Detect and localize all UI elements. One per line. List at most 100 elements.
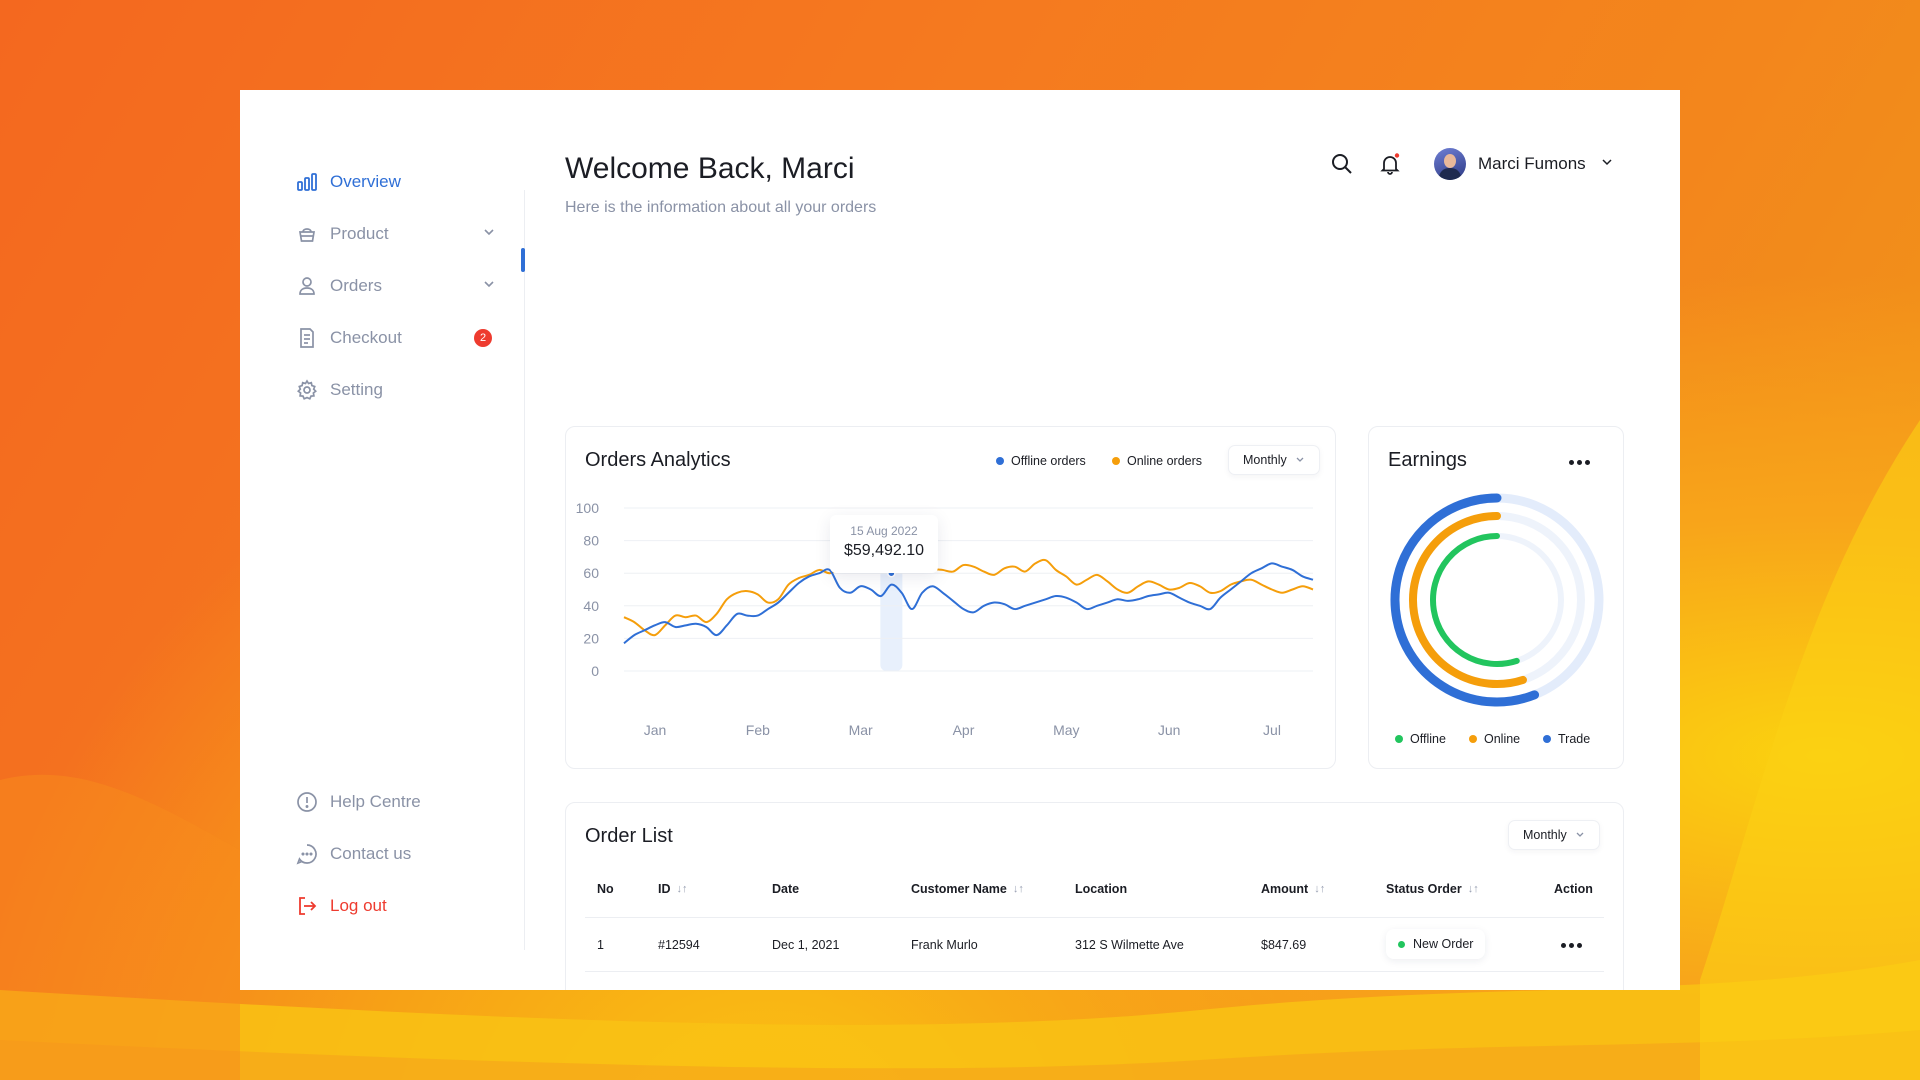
sidebar-item-setting[interactable]: Setting [296, 374, 496, 406]
sort-icon: ↓↑ [1314, 883, 1326, 895]
chevron-down-icon[interactable] [482, 276, 496, 296]
orders-analytics-panel: Orders Analytics Offline orders Online o… [565, 426, 1336, 769]
ring-arc-trade [1390, 493, 1540, 707]
y-tick-label: 20 [583, 630, 599, 646]
column-header-action: Action [1554, 882, 1593, 896]
bar-chart-icon [296, 171, 318, 193]
dropdown-label: Monthly [1523, 828, 1567, 842]
row-divider [585, 971, 1604, 972]
avatar [1434, 148, 1466, 180]
sidebar-item-orders[interactable]: Orders [296, 270, 496, 302]
row-action-icon[interactable] [1561, 943, 1582, 948]
page-subtitle: Here is the information about all your o… [565, 199, 877, 216]
legend-label: Trade [1558, 732, 1591, 746]
user-menu[interactable]: Marci Fumons [1434, 148, 1614, 180]
cell-amount: $847.69 [1261, 938, 1307, 952]
series-line-offline [623, 562, 1314, 645]
highlight-band [880, 568, 903, 671]
orders-line-chart: 0 20 40 60 80 100 Jan Feb Mar Apr May Jun Jul [576, 500, 1314, 738]
x-tick-label: Apr [953, 722, 975, 738]
gear-icon [296, 379, 318, 401]
sidebar-item-label: Log out [330, 896, 387, 915]
period-dropdown[interactable]: Monthly [1228, 445, 1320, 475]
x-tick-label: Jun [1158, 722, 1181, 738]
analytics-title: Orders Analytics [585, 449, 731, 471]
chart-tooltip: 15 Aug 2022 $59,492.10 [830, 515, 938, 573]
legend-dot [996, 457, 1004, 465]
sidebar-item-product[interactable]: Product [296, 218, 496, 250]
x-tick-label: Jan [644, 722, 667, 738]
user-name: Marci Fumons [1478, 154, 1586, 173]
column-header-status[interactable]: Status Order ↓↑ [1386, 882, 1479, 896]
status-badge: New Order [1386, 929, 1486, 959]
more-icon[interactable] [1569, 460, 1590, 465]
legend-online: Online orders [1112, 454, 1202, 468]
legend-dot [1395, 735, 1403, 743]
user-icon [296, 275, 318, 297]
sidebar-item-help-centre[interactable]: Help Centre [296, 786, 496, 818]
cell-id: #12594 [658, 938, 700, 952]
column-header-amount[interactable]: Amount ↓↑ [1261, 882, 1326, 896]
legend-dot [1543, 735, 1551, 743]
earnings-ring-chart [1390, 493, 1604, 707]
info-icon [296, 791, 318, 813]
cell-no: 1 [597, 938, 604, 952]
ring-arc-offline [1430, 533, 1520, 667]
sidebar-item-label: Overview [330, 172, 401, 191]
logout-icon [296, 895, 318, 917]
sidebar-item-label: Setting [330, 380, 383, 399]
column-header-date: Date [772, 882, 800, 896]
ring-arc-online [1409, 512, 1527, 688]
legend-offline: Offline orders [996, 454, 1086, 468]
sidebar-item-checkout[interactable]: Checkout 2 [296, 322, 496, 354]
legend-online: Online [1469, 732, 1520, 746]
chat-icon [296, 843, 318, 865]
earnings-panel: Earnings Offline Online Trade [1368, 426, 1624, 769]
x-tick-label: Mar [849, 722, 873, 738]
earnings-title: Earnings [1388, 449, 1467, 471]
bell-icon[interactable] [1378, 152, 1402, 176]
legend-dot [1112, 457, 1120, 465]
sort-icon: ↓↑ [676, 883, 688, 895]
sidebar-item-label: Contact us [330, 844, 412, 863]
series-line-online [623, 552, 1314, 637]
order-list-panel: Order List Monthly No ID ↓↑ Date Customer… [565, 802, 1624, 990]
legend-label: Online [1484, 732, 1521, 746]
dashboard-card: Overview Product Orders [240, 90, 1680, 990]
chevron-down-icon[interactable] [1600, 155, 1614, 174]
sort-icon: ↓↑ [1012, 883, 1024, 895]
active-indicator [521, 248, 525, 272]
row-divider [585, 917, 1604, 918]
cell-customer: Frank Murlo [911, 938, 978, 952]
tooltip-date: 15 Aug 2022 [850, 524, 918, 538]
chevron-down-icon[interactable] [482, 224, 496, 244]
x-tick-label: Jul [1263, 722, 1281, 738]
sort-icon: ↓↑ [1467, 883, 1479, 895]
basket-icon [296, 223, 318, 245]
column-header-no: No [597, 882, 614, 896]
sidebar-item-overview[interactable]: Overview [296, 166, 496, 198]
column-header-customer[interactable]: Customer Name ↓↑ [911, 882, 1024, 896]
sidebar-divider [524, 190, 525, 950]
status-dot [1398, 940, 1405, 948]
legend-label: Online orders [1127, 454, 1203, 468]
legend-dot [1469, 735, 1477, 743]
column-header-id[interactable]: ID ↓↑ [658, 882, 688, 896]
sidebar-item-label: Product [330, 224, 389, 243]
y-tick-label: 40 [583, 598, 599, 614]
column-header-location: Location [1075, 882, 1128, 896]
tooltip-value: $59,492.10 [843, 542, 925, 559]
sidebar-item-logout[interactable]: Log out [296, 890, 496, 922]
search-icon[interactable] [1330, 152, 1354, 176]
chevron-down-icon [1295, 453, 1305, 467]
period-dropdown[interactable]: Monthly [1508, 820, 1600, 850]
notification-badge: 2 [474, 329, 492, 347]
receipt-icon [296, 327, 318, 349]
legend-label: Offline [1410, 732, 1446, 746]
sidebar-item-contact-us[interactable]: Contact us [296, 838, 496, 870]
order-list-title: Order List [585, 825, 673, 847]
x-tick-label: May [1053, 722, 1079, 738]
cell-date: Dec 1, 2021 [772, 938, 840, 952]
cell-location: 312 S Wilmette Ave [1075, 938, 1184, 952]
y-tick-label: 0 [591, 663, 599, 679]
